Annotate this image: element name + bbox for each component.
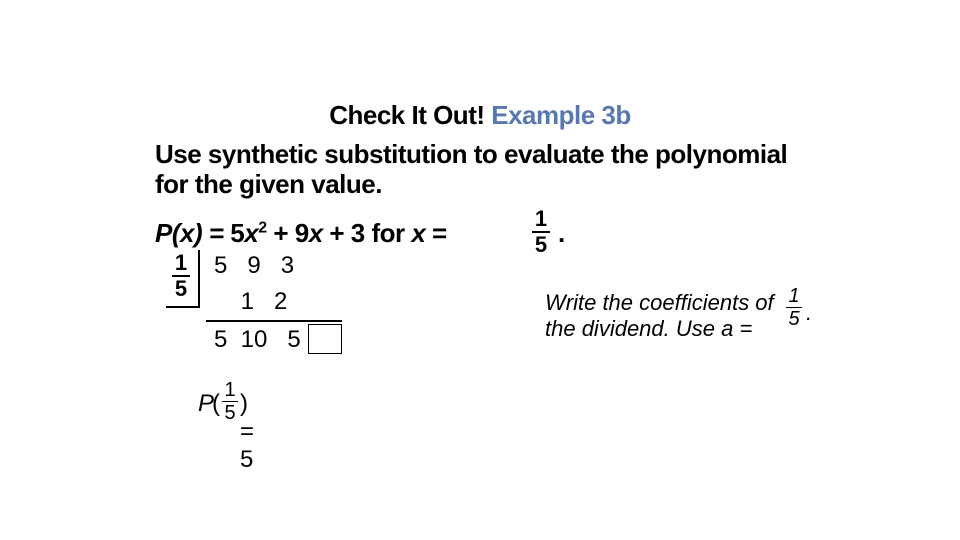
- syn-divisor-den: 5: [172, 278, 190, 300]
- note-fraction: 1 5: [786, 286, 802, 329]
- poly-var2: x: [309, 218, 323, 248]
- slide-container: Check It Out! Example 3b Use synthetic s…: [0, 0, 960, 540]
- poly-var1: x: [244, 218, 258, 248]
- syn-result-box: [308, 324, 342, 354]
- syn-bracket-vertical: [198, 250, 200, 306]
- result-close-eq: ) = 5: [240, 390, 254, 474]
- poly-eq: =: [425, 218, 446, 248]
- result-frac-num: 1: [222, 380, 238, 400]
- slide-title: Check It Out! Example 3b: [0, 100, 960, 131]
- poly-coef1: 5: [230, 218, 244, 248]
- result-open-paren: (: [212, 390, 220, 418]
- result-fraction: 1 5: [222, 380, 238, 423]
- syn-row-2: 1 2: [214, 288, 287, 316]
- syn-bracket-horizontal: [166, 306, 200, 308]
- note-period: .: [806, 300, 812, 326]
- poly-fraction: 1 5: [532, 208, 550, 256]
- syn-divisor-fraction: 1 5: [172, 252, 190, 300]
- poly-period: .: [558, 218, 565, 249]
- instruction-text: Use synthetic substitution to evaluate t…: [155, 140, 795, 200]
- poly-plus2: + 3 for: [323, 218, 412, 248]
- poly-exp: 2: [258, 219, 266, 236]
- syn-divisor-num: 1: [172, 252, 190, 274]
- poly-frac-num: 1: [532, 208, 550, 230]
- note-line2b: a =: [721, 316, 752, 341]
- note-line1: Write the coefficients of: [545, 290, 774, 315]
- result-frac-den: 5: [222, 403, 238, 423]
- syn-sum-line: [206, 320, 342, 322]
- poly-lhs: P(x) =: [155, 218, 230, 248]
- poly-plus1: + 9: [267, 218, 309, 248]
- note-line2a: the dividend. Use: [545, 316, 721, 341]
- syn-row-3: 5 10 5: [214, 326, 301, 354]
- note-frac-num: 1: [786, 286, 802, 306]
- title-part1: Check It Out!: [329, 100, 484, 130]
- poly-var3: x: [411, 218, 425, 248]
- syn-row-1: 5 9 3: [214, 252, 294, 280]
- title-part2: Example 3b: [491, 100, 631, 130]
- poly-frac-den: 5: [532, 234, 550, 256]
- polynomial-expression: P(x) = 5x2 + 9x + 3 for x =: [155, 218, 447, 249]
- note-frac-den: 5: [786, 309, 802, 329]
